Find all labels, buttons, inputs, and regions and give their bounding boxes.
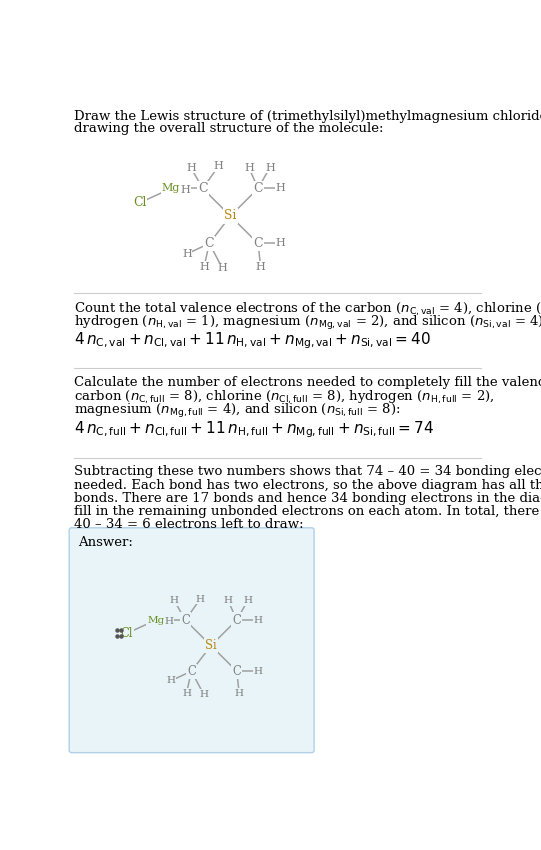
- Text: H: H: [244, 162, 254, 173]
- Text: H: H: [275, 239, 285, 248]
- Text: C: C: [253, 237, 263, 250]
- Text: H: H: [181, 184, 190, 195]
- Text: Draw the Lewis structure of (trimethylsilyl)methylmagnesium chloride. Start by: Draw the Lewis structure of (trimethylsi…: [74, 110, 541, 122]
- Text: drawing the overall structure of the molecule:: drawing the overall structure of the mol…: [74, 122, 384, 135]
- Text: H: H: [182, 249, 192, 259]
- Text: C: C: [204, 237, 214, 250]
- Text: C: C: [181, 614, 190, 626]
- Text: H: H: [253, 666, 262, 676]
- Text: Si: Si: [205, 639, 217, 652]
- Text: Calculate the number of electrons needed to completely fill the valence shells f: Calculate the number of electrons needed…: [74, 376, 541, 389]
- Text: Count the total valence electrons of the carbon ($n_{\mathrm{C,val}}$ = 4), chlo: Count the total valence electrons of the…: [74, 301, 541, 318]
- Text: H: H: [166, 677, 175, 685]
- Text: C: C: [198, 182, 207, 195]
- Text: H: H: [186, 162, 196, 173]
- Text: H: H: [170, 596, 179, 605]
- Text: H: H: [256, 262, 266, 272]
- Text: H: H: [265, 162, 275, 173]
- Text: Cl: Cl: [120, 627, 133, 640]
- Text: bonds. There are 17 bonds and hence 34 bonding electrons in the diagram. Lastly,: bonds. There are 17 bonds and hence 34 b…: [74, 491, 541, 505]
- Text: H: H: [217, 264, 227, 274]
- Text: Subtracting these two numbers shows that 74 – 40 = 34 bonding electrons are: Subtracting these two numbers shows that…: [74, 466, 541, 479]
- Text: needed. Each bond has two electrons, so the above diagram has all the necessary: needed. Each bond has two electrons, so …: [74, 479, 541, 491]
- Text: H: H: [223, 596, 233, 605]
- Text: Answer:: Answer:: [78, 536, 133, 549]
- Text: H: H: [199, 690, 208, 699]
- Text: fill in the remaining unbonded electrons on each atom. In total, there remain: fill in the remaining unbonded electrons…: [74, 505, 541, 518]
- Text: H: H: [275, 184, 285, 194]
- Text: carbon ($n_{\mathrm{C,full}}$ = 8), chlorine ($n_{\mathrm{Cl,full}}$ = 8), hydro: carbon ($n_{\mathrm{C,full}}$ = 8), chlo…: [74, 389, 494, 406]
- Text: Mg: Mg: [147, 615, 164, 625]
- Text: H: H: [165, 617, 174, 626]
- Text: C: C: [253, 182, 263, 195]
- Text: Mg: Mg: [162, 184, 180, 194]
- Text: H: H: [195, 595, 204, 604]
- FancyBboxPatch shape: [69, 528, 314, 752]
- Text: Si: Si: [224, 209, 236, 223]
- Text: hydrogen ($n_{\mathrm{H,val}}$ = 1), magnesium ($n_{\mathrm{Mg,val}}$ = 2), and : hydrogen ($n_{\mathrm{H,val}}$ = 1), mag…: [74, 314, 541, 332]
- Text: H: H: [243, 596, 252, 605]
- Text: $4\,n_{\mathrm{C,full}} + n_{\mathrm{Cl,full}} + 11\,n_{\mathrm{H,full}} + n_{\m: $4\,n_{\mathrm{C,full}} + n_{\mathrm{Cl,…: [74, 419, 434, 439]
- Text: Cl: Cl: [133, 196, 146, 209]
- Text: H: H: [235, 688, 243, 698]
- Text: 40 – 34 = 6 electrons left to draw:: 40 – 34 = 6 electrons left to draw:: [74, 518, 304, 530]
- Text: H: H: [182, 688, 191, 698]
- Text: C: C: [232, 614, 241, 626]
- Text: H: H: [253, 615, 262, 625]
- Text: H: H: [214, 162, 223, 171]
- Text: $4\,n_{\mathrm{C,val}} + n_{\mathrm{Cl,val}} + 11\,n_{\mathrm{H,val}} + n_{\math: $4\,n_{\mathrm{C,val}} + n_{\mathrm{Cl,v…: [74, 331, 431, 351]
- Text: C: C: [232, 665, 241, 677]
- Text: C: C: [187, 665, 196, 677]
- Text: magnesium ($n_{\mathrm{Mg,full}}$ = 4), and silicon ($n_{\mathrm{Si,full}}$ = 8): magnesium ($n_{\mathrm{Mg,full}}$ = 4), …: [74, 402, 400, 420]
- Text: H: H: [199, 262, 209, 272]
